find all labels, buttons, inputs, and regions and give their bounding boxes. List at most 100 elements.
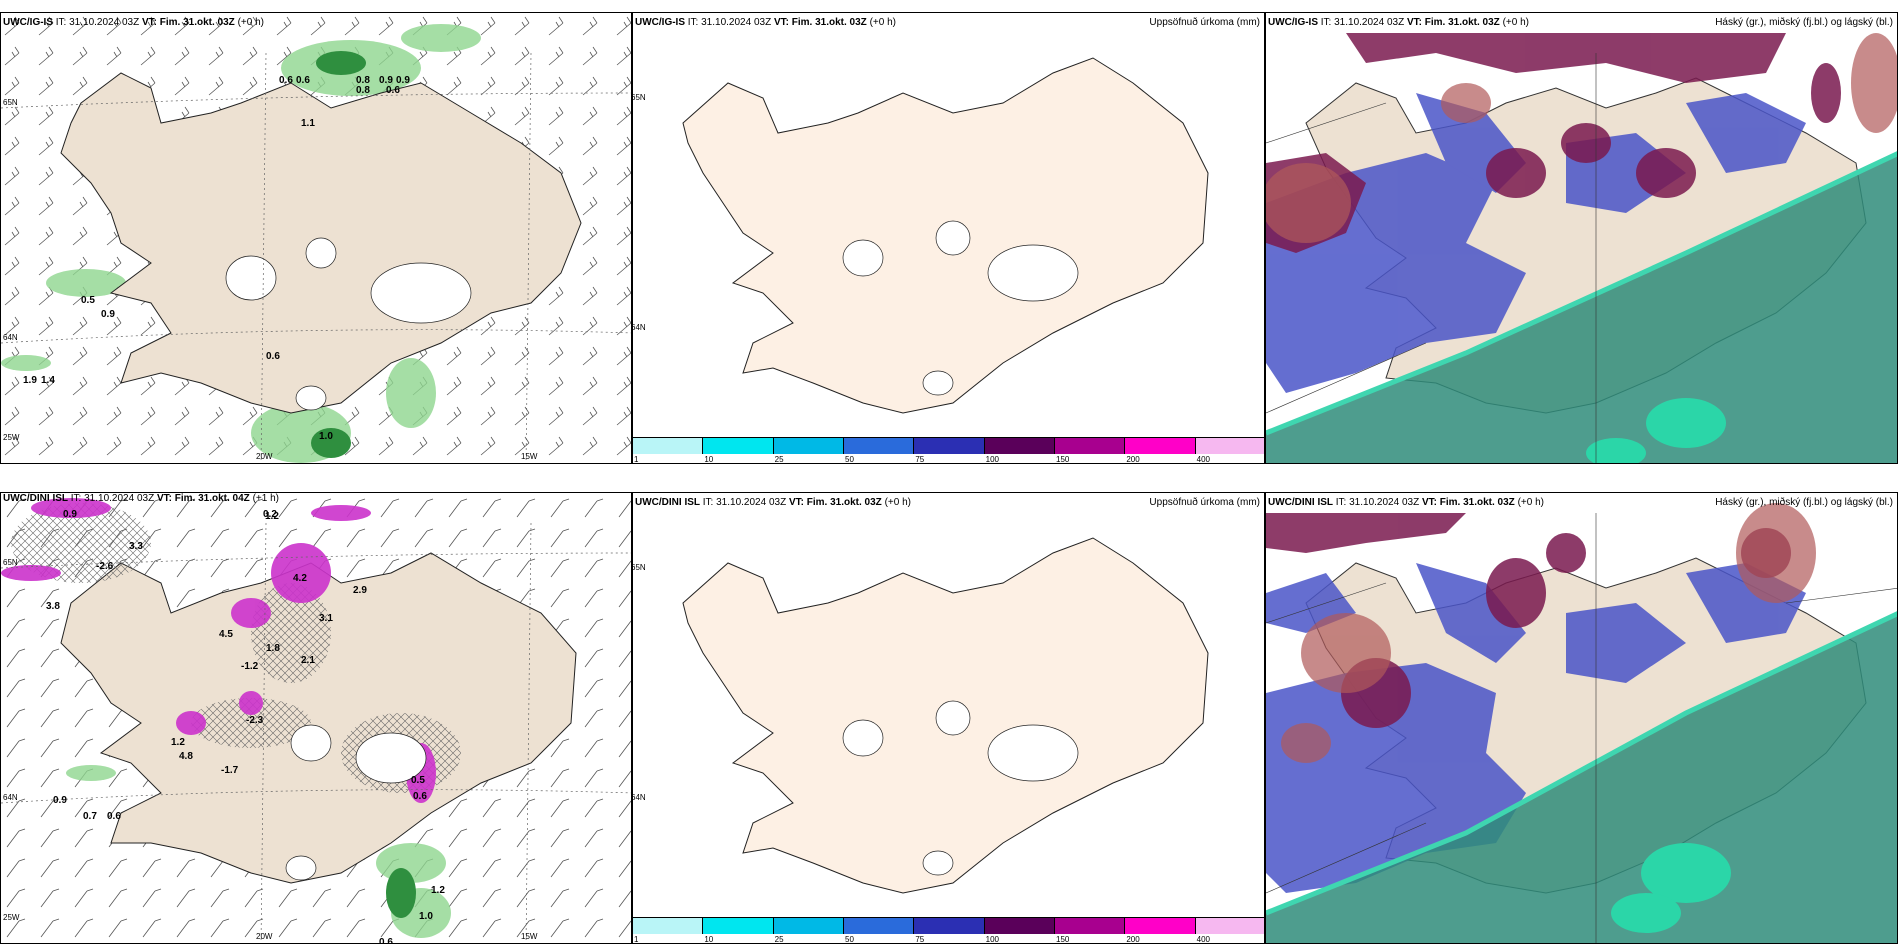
- teal-band: [1266, 613, 1897, 943]
- precip-value-label: 4.5: [219, 629, 233, 640]
- panel-title: UWC/IG-IS IT: 31.10.2024 03Z VT: Fim. 31…: [635, 17, 896, 28]
- precip-value-label: -1.2: [241, 661, 259, 672]
- colorbar-tick: 400: [1196, 935, 1211, 944]
- cloud-cover-map: [1266, 503, 1897, 943]
- precip-value-label: 0.9: [379, 75, 393, 86]
- panel-top-left: UWC/IG-IS IT: 31.10.2024 03Z VT: Fim. 31…: [0, 12, 632, 464]
- lon-label: 15W: [521, 932, 538, 941]
- precip-value-label: 1.0: [319, 431, 333, 442]
- colorbar-tick: 25: [774, 455, 784, 464]
- precip-value-label: 3.3: [129, 541, 143, 552]
- graticule: [1, 52, 631, 463]
- colorbar-swatch: [773, 437, 844, 454]
- panel-bot-right: UWC/DINI ISL IT: 31.10.2024 03Z VT: Fim.…: [1265, 492, 1898, 944]
- precip-value-label: 1.9: [23, 375, 37, 386]
- precip-value-label: 1.2: [265, 511, 279, 522]
- lon-label: 20W: [256, 452, 273, 461]
- wind-precip-map: [1, 493, 631, 943]
- precip-colorbar: 1 10 25 50 75 100 150 200 400: [633, 917, 1264, 943]
- precip-value-label: 0.6: [266, 351, 280, 362]
- colorbar-tick: 50: [845, 935, 854, 944]
- panel-title: UWC/DINI ISL IT: 31.10.2024 03Z VT: Fim.…: [1268, 497, 1544, 508]
- precip-value-label: 4.8: [179, 751, 193, 762]
- precip-value-label: 0.9: [63, 509, 77, 520]
- precip-value-label: 0.8: [356, 75, 370, 86]
- precip-value-label: 3.8: [46, 601, 60, 612]
- precip-value-label: 1.8: [266, 643, 280, 654]
- precip-accum-map: [682, 537, 1209, 894]
- precip-value-label: 1.4: [41, 375, 55, 386]
- glaciers: [285, 724, 427, 881]
- precip-value-label: 3.1: [319, 613, 333, 624]
- precip-value-label: 2.9: [353, 585, 367, 596]
- colorbar-tick: 200: [1126, 455, 1140, 464]
- panel-top-right: UWC/IG-IS IT: 31.10.2024 03Z VT: Fim. 31…: [1265, 12, 1898, 464]
- precip-value-label: 0.2: [263, 509, 277, 520]
- colorbar-tick: 1: [634, 935, 639, 944]
- precip-value-label: -2.6: [96, 561, 114, 572]
- precip-value-label: 0.6: [296, 75, 310, 86]
- high-cloud: [1281, 503, 1816, 763]
- colorbar-swatch: [844, 437, 915, 454]
- panel-variable: Háský (gr.), miðský (fj.bl.) og lágský (…: [1715, 17, 1893, 28]
- panel-title: UWC/IG-IS IT: 31.10.2024 03Z VT: Fim. 31…: [1268, 17, 1529, 28]
- precip-value-label: 4.2: [293, 573, 307, 584]
- colorbar-tick: 400: [1196, 455, 1211, 464]
- lat-label: 65N: [632, 563, 646, 572]
- teal-band: [1266, 153, 1897, 463]
- lat-label: 65N: [3, 98, 18, 107]
- precip-value-label: 0.8: [356, 85, 370, 96]
- lat-label: 25W: [3, 913, 20, 922]
- panel-bot-mid: UWC/DINI ISL IT: 31.10.2024 03Z VT: Fim.…: [632, 492, 1265, 944]
- colorbar-tick: 100: [985, 455, 1000, 464]
- precip-value-label: 1.2: [431, 885, 445, 896]
- colorbar-swatch: [1195, 917, 1264, 934]
- lon-label: 20W: [256, 932, 273, 941]
- precip-value-label: 2.1: [301, 655, 315, 666]
- colorbar-tick: 10: [704, 935, 714, 944]
- colorbar-swatch: [773, 917, 844, 934]
- precip-value-label: 1.2: [171, 737, 185, 748]
- lat-label: 65N: [632, 93, 646, 102]
- precip-value-label: 0.9: [396, 75, 410, 86]
- panel-variable: Uppsöfnuð úrkoma (mm): [1149, 497, 1260, 508]
- lat-label: 65N: [3, 558, 18, 567]
- colorbar-swatch: [703, 917, 774, 934]
- colorbar-tick: 75: [915, 935, 925, 944]
- colorbar-swatch: [1125, 437, 1196, 454]
- precip-value-label: 0.5: [411, 775, 425, 786]
- precip-value-label: 0.6: [386, 85, 400, 96]
- colorbar-tick: 75: [915, 455, 925, 464]
- precip-value-label: -1.7: [221, 765, 239, 776]
- precip-accum-map: [682, 57, 1209, 414]
- colorbar-tick: 1: [634, 455, 639, 464]
- precip-value-label: 0.6: [279, 75, 293, 86]
- colorbar-swatch: [984, 917, 1055, 934]
- colorbar-swatch: [1055, 917, 1126, 934]
- borders: [1266, 513, 1897, 943]
- glaciers: [225, 237, 472, 411]
- precip-value-label: 1.0: [419, 911, 433, 922]
- colorbar-swatch: [914, 437, 985, 454]
- colorbar-tick: 200: [1126, 935, 1140, 944]
- panel-bot-left: UWC/DINI ISL IT: 31.10.2024 03Z VT: Fim.…: [0, 492, 632, 944]
- precip-value-label: 0.6: [413, 791, 427, 802]
- precip-value-label: -2.3: [246, 715, 264, 726]
- precip-green: [66, 765, 451, 938]
- precip-value-label: 0.6: [379, 937, 393, 944]
- panel-top-mid: UWC/IG-IS IT: 31.10.2024 03Z VT: Fim. 31…: [632, 12, 1265, 464]
- colorbar-swatch: [844, 917, 915, 934]
- colorbar-tick: 50: [845, 455, 854, 464]
- lat-label: 64N: [3, 793, 18, 802]
- panel-variable: Uppsöfnuð úrkoma (mm): [1149, 17, 1260, 28]
- precip-value-label: 0.6: [107, 811, 121, 822]
- colorbar-tick: 100: [985, 935, 1000, 944]
- panel-title: UWC/IG-IS IT: 31.10.2024 03Z VT: Fim. 31…: [3, 17, 264, 28]
- borders: [1266, 53, 1597, 463]
- colorbar-tick: 150: [1056, 455, 1070, 464]
- colorbar-swatch: [1055, 437, 1126, 454]
- colorbar-swatch: [1195, 437, 1264, 454]
- panel-title: UWC/DINI ISL IT: 31.10.2024 03Z VT: Fim.…: [3, 493, 279, 504]
- precip-value-label: 0.7: [83, 811, 97, 822]
- colorbar-swatch: [633, 917, 704, 934]
